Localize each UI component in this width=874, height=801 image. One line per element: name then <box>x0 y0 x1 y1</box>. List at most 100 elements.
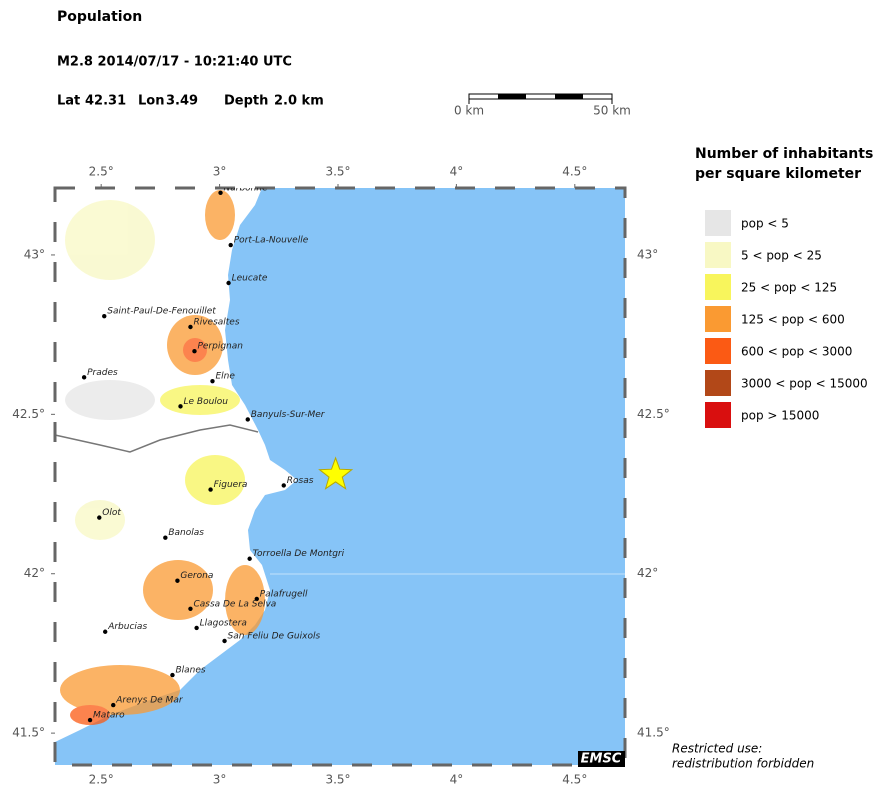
legend-swatch <box>705 210 731 236</box>
city-marker <box>281 483 286 488</box>
city-label: Rivesaltes <box>193 317 239 327</box>
city-marker <box>192 349 197 354</box>
city-marker <box>247 556 252 561</box>
x-tick-label: 2.5° <box>89 773 114 787</box>
city-label: Rosas <box>287 476 314 486</box>
y-tick-label: 42° <box>24 566 45 580</box>
city-marker <box>188 606 193 611</box>
title: Population <box>57 9 142 25</box>
border <box>54 424 259 453</box>
x-tick-label: 3° <box>213 165 227 179</box>
city-marker <box>222 638 227 644</box>
event: M2.8 2014/07/17 - 10:21:40 UTC <box>57 55 292 70</box>
city-marker <box>111 702 116 708</box>
y-tick-label: 43° <box>24 247 45 261</box>
city-marker <box>226 280 231 286</box>
scale-start: 0 km <box>454 104 484 118</box>
x-tick-label: 4.5° <box>562 773 587 787</box>
legend-label: 125 < pop < 600 <box>741 313 845 327</box>
y-tick-label: 42° <box>637 566 658 580</box>
legend-label: 5 < pop < 25 <box>741 249 822 263</box>
city-marker <box>97 515 102 520</box>
depth-value: 2.0 km <box>274 94 324 109</box>
city-label: Arenys De Mar <box>115 696 184 706</box>
city-label: Narbonne <box>224 183 269 193</box>
legend-swatch <box>705 370 731 396</box>
legend-label: pop > 15000 <box>741 409 819 423</box>
legend-title: Number of inhabitants <box>695 146 873 162</box>
x-tick-label: 4° <box>450 773 464 787</box>
city-label: Blanes <box>175 666 205 676</box>
legend-swatch <box>705 338 731 364</box>
city-marker <box>87 717 93 723</box>
x-tick-label: 4° <box>450 165 464 179</box>
city-label: Cassa De La Selva <box>193 599 276 609</box>
legend-label: 3000 < pop < 15000 <box>741 377 868 391</box>
y-tick-label: 43° <box>637 247 658 261</box>
legend-swatch <box>705 242 731 268</box>
city-marker <box>81 375 87 380</box>
scale-end: 50 km <box>593 104 631 118</box>
city-marker <box>245 417 250 422</box>
city-label: Banyuls-Sur-Mer <box>251 410 326 420</box>
city-marker <box>210 378 215 384</box>
lat-value: 42.31 <box>85 94 126 109</box>
y-tick-label: 42.5° <box>12 407 45 421</box>
city-marker <box>218 190 223 195</box>
legend-title: per square kilometer <box>695 166 861 182</box>
legend-label: pop < 5 <box>741 217 789 231</box>
population-shading <box>60 190 265 725</box>
city-label: Figuera <box>214 480 248 490</box>
city-marker <box>208 487 213 492</box>
city-label: Perpignan <box>197 342 243 352</box>
city-label: Mataro <box>93 711 125 721</box>
cities: Narbonne Port-La-Nouvelle Leucate Saint-Pau… <box>81 183 345 723</box>
city-label: Saint-Paul-De-Fenouillet <box>107 307 216 317</box>
city-label: Gerona <box>180 571 213 581</box>
lon-value: 3.49 <box>166 94 198 109</box>
city-label: San Feliu De Guixols <box>228 631 321 641</box>
city-label: Llagostera <box>200 618 247 628</box>
legend-label: 600 < pop < 3000 <box>741 345 852 359</box>
y-tick-label: 41.5° <box>12 726 45 740</box>
badge-bg <box>578 751 625 767</box>
y-tick-label: 41.5° <box>637 726 670 740</box>
city-label: Olot <box>102 508 121 518</box>
scale-bar <box>468 93 613 104</box>
x-tick-label: 3.5° <box>325 165 350 179</box>
legend-swatch <box>705 274 731 300</box>
city-marker <box>254 596 259 602</box>
frame <box>53 186 627 767</box>
legend-swatch <box>705 402 731 428</box>
city-label: Prades <box>87 368 118 378</box>
depth-label: Depth <box>224 94 268 109</box>
note-line: redistribution forbidden <box>672 757 814 771</box>
lat-label: Lat <box>57 94 80 109</box>
city-marker <box>194 625 199 631</box>
city-label: Le Boulou <box>184 397 229 407</box>
city-label: Palafrugell <box>260 589 308 599</box>
x-tick-label: 3° <box>213 773 227 787</box>
city-marker <box>102 313 107 319</box>
map: EMSC Narbonne Port-La-Nouvelle Leucate Sain… <box>53 183 627 767</box>
city-marker <box>188 324 193 330</box>
note: Restricted use:redistribution forbidden <box>672 742 814 771</box>
city-marker <box>178 404 183 409</box>
city-label: Elne <box>215 372 235 382</box>
x-tick-label: 2.5° <box>89 165 114 179</box>
x-tick-label: 4.5° <box>562 165 587 179</box>
x-tick-label: 3.5° <box>325 773 350 787</box>
legend-label: 25 < pop < 125 <box>741 281 837 295</box>
legend-swatch <box>705 306 731 332</box>
city-label: Torroella De Montgri <box>253 549 345 559</box>
city-label: Port-La-Nouvelle <box>234 236 309 246</box>
note-line: Restricted use: <box>672 742 762 756</box>
city-marker <box>170 672 175 678</box>
badge: EMSC <box>581 752 622 767</box>
city-label: Banolas <box>168 528 204 538</box>
city-label: Arbucias <box>107 622 147 632</box>
lon-label: Lon <box>138 94 164 109</box>
city-marker <box>175 578 180 583</box>
city-label: Leucate <box>232 273 268 283</box>
